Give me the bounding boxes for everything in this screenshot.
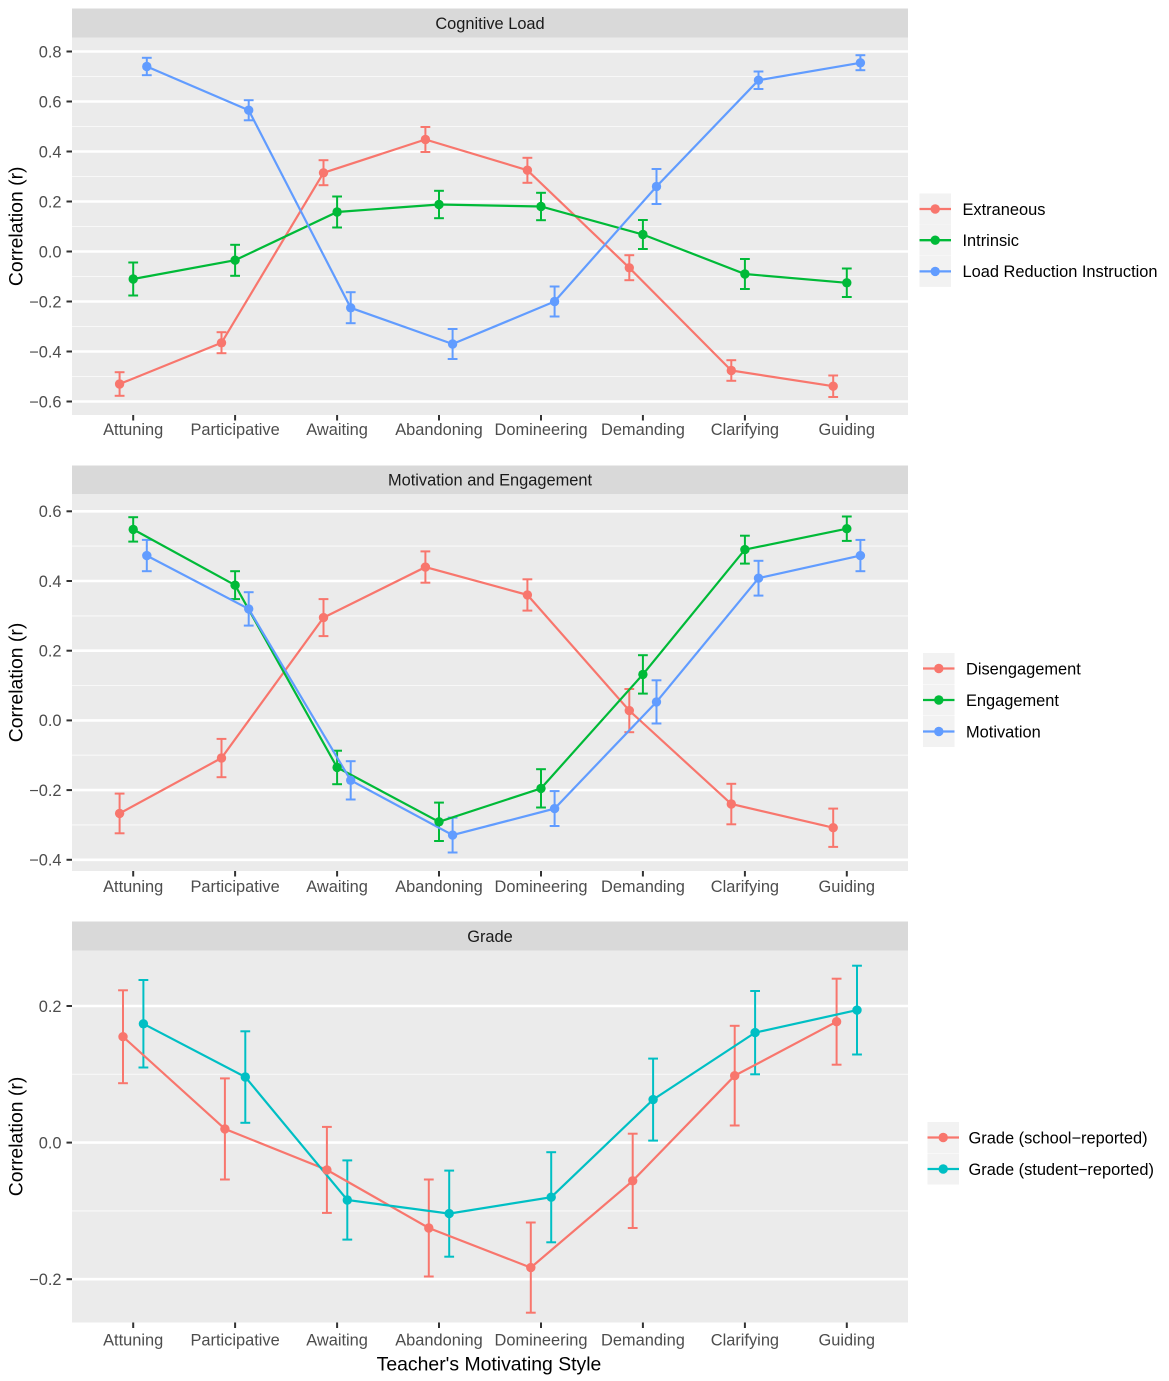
svg-text:Disengagement: Disengagement: [966, 660, 1081, 678]
svg-text:−0.2: −0.2: [29, 293, 61, 311]
svg-text:Guiding: Guiding: [819, 878, 876, 896]
svg-text:Demanding: Demanding: [601, 878, 685, 896]
svg-text:0.2: 0.2: [39, 643, 62, 661]
svg-text:Domineering: Domineering: [495, 878, 588, 896]
svg-text:Demanding: Demanding: [601, 421, 685, 439]
svg-text:Abandoning: Abandoning: [395, 878, 483, 896]
svg-text:Correlation (r): Correlation (r): [6, 166, 28, 286]
svg-text:Extraneous: Extraneous: [963, 201, 1046, 219]
svg-text:Guiding: Guiding: [819, 421, 876, 439]
svg-text:Abandoning: Abandoning: [395, 1331, 483, 1349]
svg-text:Grade (student−reported): Grade (student−reported): [969, 1161, 1154, 1179]
svg-text:0.0: 0.0: [39, 243, 62, 261]
svg-text:0.6: 0.6: [39, 503, 62, 521]
svg-text:Domineering: Domineering: [495, 421, 588, 439]
svg-text:Attuning: Attuning: [103, 1331, 163, 1349]
svg-text:Motivation: Motivation: [966, 723, 1041, 741]
svg-text:Intrinsic: Intrinsic: [963, 232, 1019, 250]
svg-text:Correlation (r): Correlation (r): [6, 1077, 28, 1197]
svg-text:Grade (school−reported): Grade (school−reported): [969, 1129, 1148, 1147]
svg-text:Participative: Participative: [190, 878, 279, 896]
svg-text:−0.4: −0.4: [29, 852, 61, 870]
svg-text:Participative: Participative: [190, 421, 279, 439]
svg-text:0.6: 0.6: [39, 93, 62, 111]
svg-text:−0.6: −0.6: [29, 393, 61, 411]
svg-text:Load Reduction Instruction: Load Reduction Instruction: [963, 263, 1158, 281]
svg-text:0.2: 0.2: [39, 193, 62, 211]
svg-text:0.2: 0.2: [39, 998, 62, 1016]
svg-text:Motivation and Engagement: Motivation and Engagement: [388, 472, 593, 490]
svg-text:Awaiting: Awaiting: [306, 421, 368, 439]
svg-text:Guiding: Guiding: [819, 1331, 876, 1349]
svg-text:Engagement: Engagement: [966, 692, 1059, 710]
svg-text:Demanding: Demanding: [601, 1331, 685, 1349]
svg-text:Clarifying: Clarifying: [711, 878, 779, 896]
svg-text:Cognitive Load: Cognitive Load: [435, 15, 544, 33]
svg-text:Attuning: Attuning: [103, 878, 163, 896]
svg-text:Abandoning: Abandoning: [395, 421, 483, 439]
svg-text:Attuning: Attuning: [103, 421, 163, 439]
svg-text:Awaiting: Awaiting: [306, 1331, 368, 1349]
svg-text:Teacher's Motivating Style: Teacher's Motivating Style: [377, 1354, 602, 1376]
svg-text:Participative: Participative: [190, 1331, 279, 1349]
svg-text:−0.2: −0.2: [29, 1271, 61, 1289]
svg-text:0.8: 0.8: [39, 43, 62, 61]
svg-text:Correlation (r): Correlation (r): [6, 623, 28, 743]
svg-text:0.0: 0.0: [39, 1134, 62, 1152]
svg-text:0.4: 0.4: [39, 573, 62, 591]
svg-text:Awaiting: Awaiting: [306, 878, 368, 896]
svg-text:Grade: Grade: [467, 928, 513, 946]
svg-text:−0.2: −0.2: [29, 782, 61, 800]
svg-text:0.0: 0.0: [39, 712, 62, 730]
svg-text:−0.4: −0.4: [29, 343, 61, 361]
svg-text:Domineering: Domineering: [495, 1331, 588, 1349]
svg-text:Clarifying: Clarifying: [711, 421, 779, 439]
svg-text:Clarifying: Clarifying: [711, 1331, 779, 1349]
svg-text:0.4: 0.4: [39, 143, 62, 161]
